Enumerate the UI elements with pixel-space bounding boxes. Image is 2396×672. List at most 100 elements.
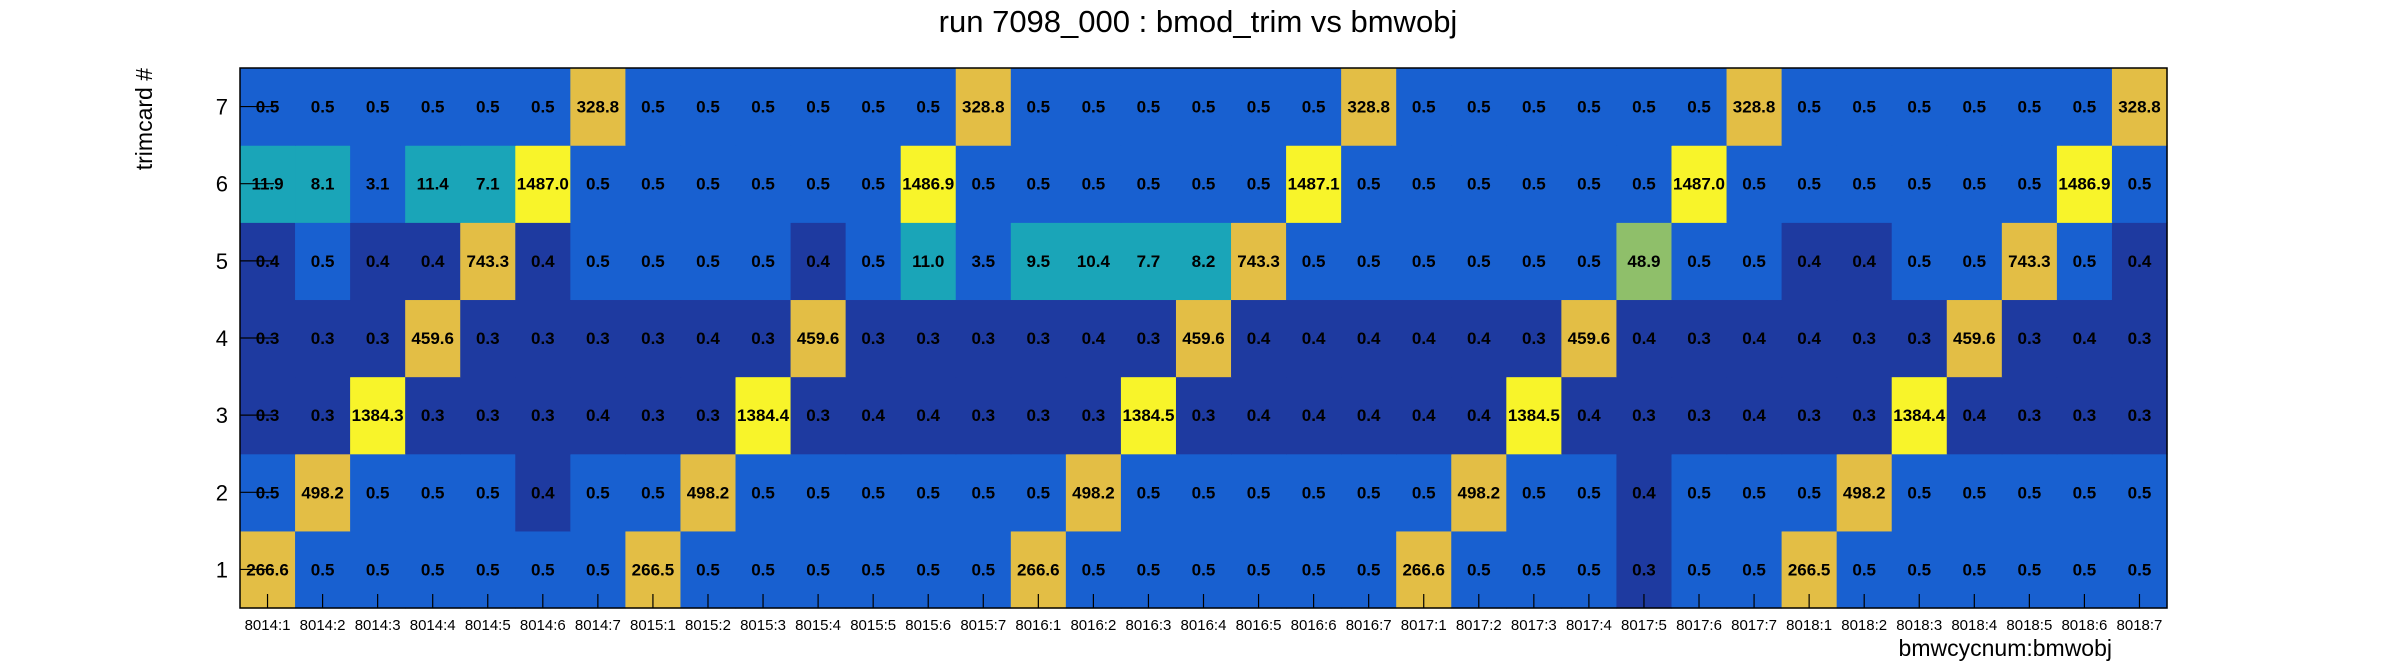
cell-value-label: 266.6 (1017, 560, 1060, 579)
heatmap-cell (1451, 376, 1507, 455)
heatmap-cell (1781, 145, 1838, 223)
x-tick-label: 8016:4 (1181, 617, 1227, 634)
cell-value-label: 498.2 (1072, 483, 1115, 502)
cell-value-label: 266.6 (1402, 560, 1445, 579)
cell-value-label: 0.5 (641, 98, 665, 117)
cell-value-label: 0.5 (1357, 560, 1381, 579)
cell-value-label: 0.5 (696, 175, 720, 194)
heatmap-cell (1120, 68, 1177, 146)
x-tick-label: 8017:5 (1621, 617, 1667, 634)
cell-value-label: 0.5 (1082, 560, 1106, 579)
x-tick-label: 8014:6 (520, 617, 566, 634)
heatmap-cell (2111, 145, 2168, 223)
cell-value-label: 0.5 (586, 483, 610, 502)
cell-value-label: 0.5 (1357, 175, 1381, 194)
y-tick-label: 1 (216, 557, 228, 582)
heatmap-cell (295, 453, 351, 532)
x-tick-label: 8015:4 (795, 617, 841, 634)
heatmap-cell (1506, 145, 1562, 223)
cell-value-label: 0.5 (1907, 175, 1931, 194)
cell-value-label: 7.1 (476, 175, 500, 194)
x-tick-label: 8014:2 (300, 617, 346, 634)
cell-value-label: 3.1 (366, 175, 390, 194)
x-tick-label: 8015:1 (630, 617, 676, 634)
cell-value-label: 0.5 (1907, 483, 1931, 502)
heatmap-cell (1946, 376, 2003, 455)
cell-value-label: 1486.9 (2058, 175, 2110, 194)
heatmap-cell (1726, 145, 1783, 223)
cell-value-label: 0.5 (1027, 98, 1051, 117)
cell-value-label: 0.5 (586, 175, 610, 194)
cell-value-label: 0.5 (311, 560, 335, 579)
cell-value-label: 0.5 (2018, 560, 2042, 579)
heatmap-cell (1836, 453, 1893, 532)
cell-value-label: 0.5 (421, 483, 445, 502)
cell-value-label: 0.4 (696, 329, 720, 348)
heatmap-cell (735, 222, 792, 301)
heatmap-cell (405, 376, 461, 455)
x-tick-label: 8016:5 (1236, 617, 1282, 634)
heatmap-cell (1891, 222, 1948, 301)
cell-value-label: 0.5 (1742, 560, 1766, 579)
cell-value-label: 0.5 (366, 98, 390, 117)
heatmap-cell (1175, 68, 1232, 146)
heatmap-cell (955, 299, 1012, 378)
cell-value-label: 0.5 (1577, 175, 1601, 194)
cell-value-label: 0.5 (1522, 252, 1546, 271)
cell-value-label: 0.3 (586, 329, 610, 348)
cell-value-label: 459.6 (411, 329, 454, 348)
cell-value-label: 0.3 (1632, 406, 1656, 425)
cell-value-label: 0.5 (1852, 98, 1876, 117)
heatmap-cell (1231, 68, 1287, 146)
heatmap-cell (1726, 376, 1783, 455)
cell-value-label: 0.4 (1632, 483, 1656, 502)
y-tick-label: 2 (216, 480, 228, 505)
x-tick-label: 8016:2 (1070, 617, 1116, 634)
cell-value-label: 0.5 (2073, 98, 2097, 117)
cell-value-label: 0.4 (916, 406, 940, 425)
cell-value-label: 0.3 (1687, 329, 1711, 348)
heatmap-cell (2111, 453, 2168, 532)
heatmap-cell (900, 453, 957, 532)
y-tick-label: 7 (216, 95, 228, 120)
heatmap-cell (2001, 376, 2058, 455)
cell-value-label: 0.5 (1797, 175, 1821, 194)
cell-value-label: 0.3 (861, 329, 885, 348)
cell-value-label: 0.5 (1247, 98, 1271, 117)
heatmap-cell (1175, 222, 1232, 301)
cell-value-label: 0.5 (696, 252, 720, 271)
heatmap-cell (1506, 453, 1562, 532)
cell-value-label: 0.5 (861, 252, 885, 271)
heatmap-cell (1561, 145, 1618, 223)
cell-value-label: 1384.5 (1122, 406, 1174, 425)
heatmap-cell (1561, 68, 1618, 146)
heatmap-cell (1286, 299, 1342, 378)
heatmap-cell (845, 453, 902, 532)
heatmap-cell (2056, 222, 2113, 301)
cell-value-label: 0.3 (1632, 560, 1656, 579)
cell-value-label: 0.5 (751, 252, 775, 271)
cell-value-label: 0.3 (1027, 406, 1051, 425)
x-tick-label: 8017:2 (1456, 617, 1502, 634)
heatmap-cell (1396, 453, 1452, 532)
cell-value-label: 0.5 (696, 98, 720, 117)
x-tick-label: 8015:3 (740, 617, 786, 634)
cell-value-label: 0.5 (1962, 175, 1986, 194)
heatmap-cell (2111, 376, 2168, 455)
heatmap-cell (680, 453, 737, 532)
cell-value-label: 0.4 (1632, 329, 1656, 348)
heatmap-cell (790, 453, 847, 532)
cell-value-label: 0.5 (1412, 483, 1436, 502)
x-tick-label: 8017:1 (1401, 617, 1447, 634)
x-axis-title: bmwcycnum:bmwobj (1899, 635, 2112, 661)
cell-value-label: 0.3 (1907, 329, 1931, 348)
cell-value-label: 0.5 (2073, 252, 2097, 271)
cell-value-label: 498.2 (1843, 483, 1886, 502)
heatmap-cell (1891, 453, 1948, 532)
heatmap-cell (1616, 299, 1673, 378)
cell-value-label: 0.5 (2128, 483, 2152, 502)
cell-value-label: 0.5 (311, 98, 335, 117)
cell-value-label: 0.5 (1192, 560, 1216, 579)
heatmap-cell (570, 376, 626, 455)
cell-value-label: 0.5 (751, 483, 775, 502)
